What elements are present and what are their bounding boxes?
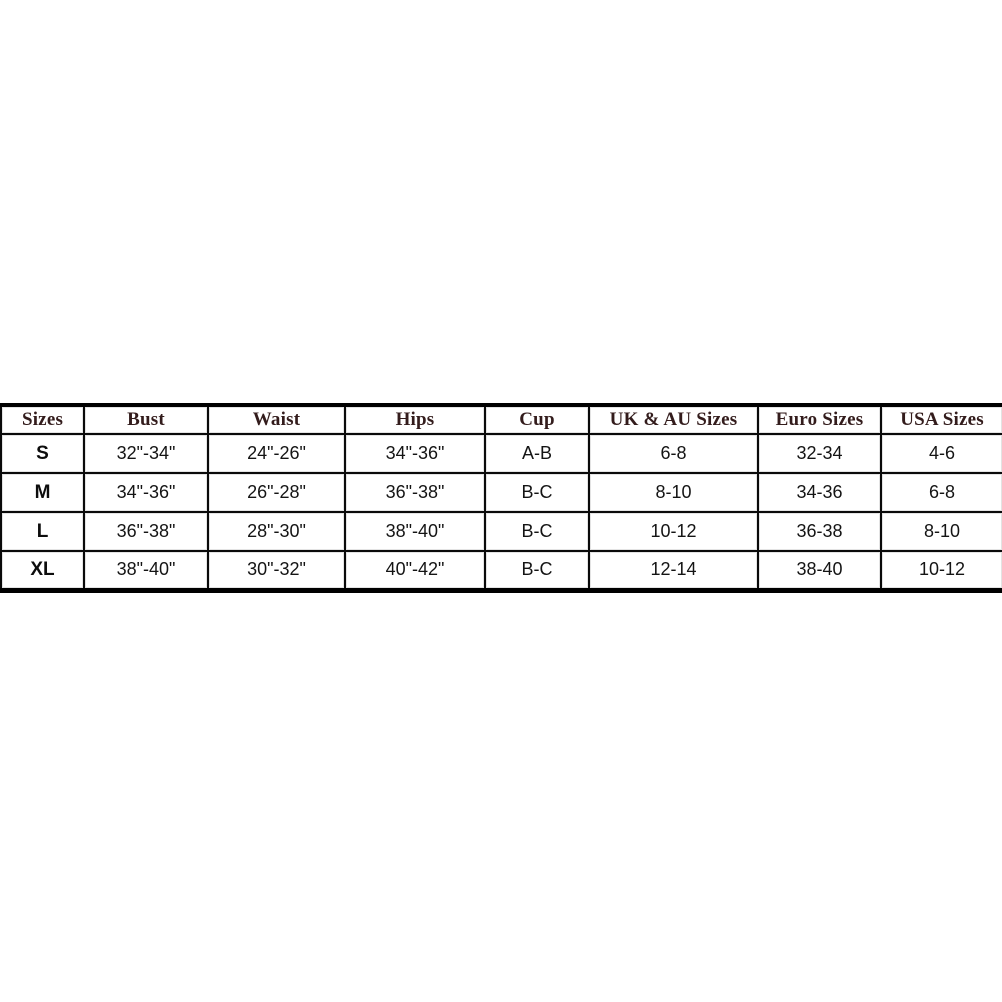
size-chart-container: Sizes Bust Waist Hips Cup UK & AU Sizes Euro S… bbox=[0, 403, 1002, 593]
value-cell: 32"-34" bbox=[83, 433, 209, 474]
column-header-bust: Bust bbox=[83, 404, 209, 435]
value-cell: 36-38 bbox=[757, 511, 882, 552]
column-header-waist: Waist bbox=[207, 404, 346, 435]
size-label-cell: M bbox=[0, 472, 85, 513]
value-cell: 8-10 bbox=[588, 472, 759, 513]
value-cell: 6-8 bbox=[588, 433, 759, 474]
column-header-cup: Cup bbox=[484, 404, 590, 435]
value-cell: 34"-36" bbox=[344, 433, 486, 474]
value-cell: B-C bbox=[484, 550, 590, 591]
value-cell: 12-14 bbox=[588, 550, 759, 591]
value-cell: 4-6 bbox=[880, 433, 1002, 474]
value-cell: 34"-36" bbox=[83, 472, 209, 513]
value-cell: 38"-40" bbox=[83, 550, 209, 591]
column-header-hips: Hips bbox=[344, 404, 486, 435]
value-cell: 26"-28" bbox=[207, 472, 346, 513]
column-header-sizes: Sizes bbox=[0, 404, 85, 435]
value-cell: 24"-26" bbox=[207, 433, 346, 474]
size-chart-table: Sizes Bust Waist Hips Cup UK & AU Sizes Euro S… bbox=[0, 403, 1002, 593]
value-cell: 36"-38" bbox=[83, 511, 209, 552]
value-cell: 6-8 bbox=[880, 472, 1002, 513]
value-cell: 38"-40" bbox=[344, 511, 486, 552]
value-cell: 34-36 bbox=[757, 472, 882, 513]
header-row: Sizes Bust Waist Hips Cup UK & AU Sizes Euro S… bbox=[0, 404, 1002, 435]
value-cell: 40"-42" bbox=[344, 550, 486, 591]
value-cell: 10-12 bbox=[880, 550, 1002, 591]
table-row: XL 38"-40" 30"-32" 40"-42" B-C 12-14 38-40 10-1… bbox=[0, 550, 1002, 591]
value-cell: 32-34 bbox=[757, 433, 882, 474]
table-header: Sizes Bust Waist Hips Cup UK & AU Sizes Euro S… bbox=[0, 404, 1002, 435]
table-row: L 36"-38" 28"-30" 38"-40" B-C 10-12 36-38 8-10 bbox=[0, 511, 1002, 552]
value-cell: 28"-30" bbox=[207, 511, 346, 552]
size-label-cell: S bbox=[0, 433, 85, 474]
table-row: M 34"-36" 26"-28" 36"-38" B-C 8-10 34-36 6-8 bbox=[0, 472, 1002, 513]
value-cell: A-B bbox=[484, 433, 590, 474]
value-cell: 36"-38" bbox=[344, 472, 486, 513]
column-header-uk-au-sizes: UK & AU Sizes bbox=[588, 404, 759, 435]
value-cell: B-C bbox=[484, 511, 590, 552]
value-cell: 30"-32" bbox=[207, 550, 346, 591]
value-cell: 10-12 bbox=[588, 511, 759, 552]
value-cell: B-C bbox=[484, 472, 590, 513]
column-header-usa-sizes: USA Sizes bbox=[880, 404, 1002, 435]
column-header-euro-sizes: Euro Sizes bbox=[757, 404, 882, 435]
size-label-cell: L bbox=[0, 511, 85, 552]
value-cell: 38-40 bbox=[757, 550, 882, 591]
value-cell: 8-10 bbox=[880, 511, 1002, 552]
table-body: S 32"-34" 24"-26" 34"-36" A-B 6-8 32-34 4-6 M 34"… bbox=[0, 433, 1002, 591]
size-label-cell: XL bbox=[0, 550, 85, 591]
table-row: S 32"-34" 24"-26" 34"-36" A-B 6-8 32-34 4-6 bbox=[0, 433, 1002, 474]
